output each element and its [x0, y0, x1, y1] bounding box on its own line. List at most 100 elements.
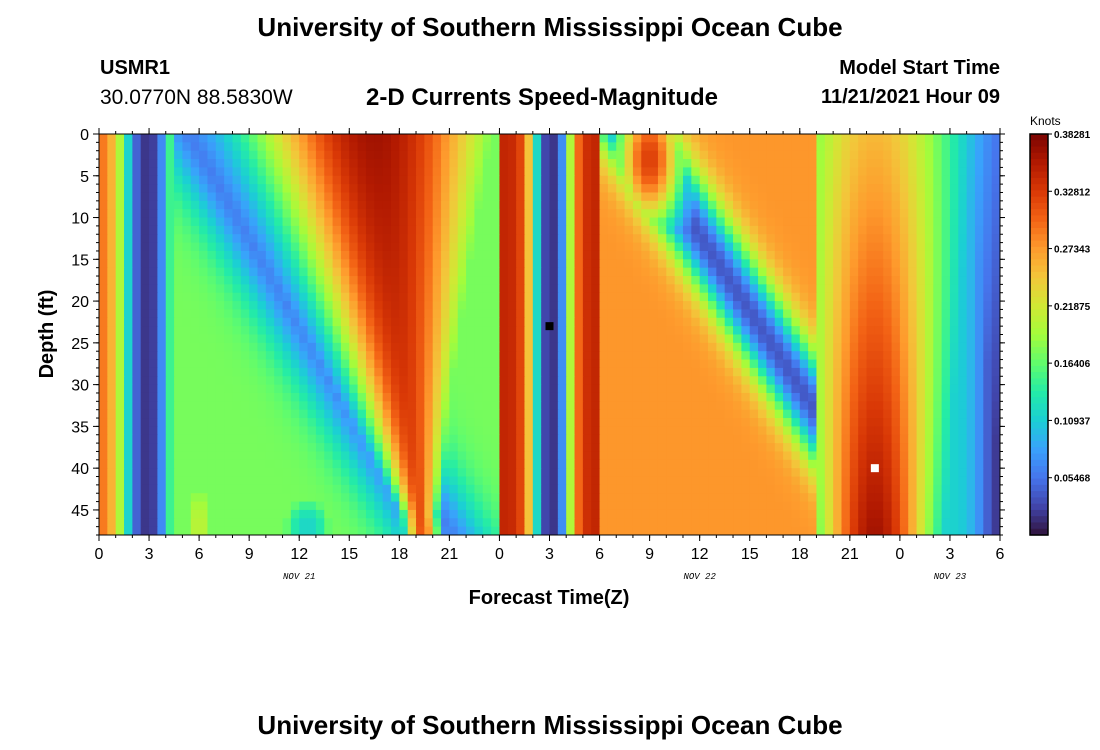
- heatmap-cell: [833, 301, 843, 311]
- heatmap-cell: [891, 509, 901, 519]
- heatmap-cell: [340, 334, 350, 344]
- heatmap-cell: [224, 326, 234, 336]
- heatmap-cell: [491, 476, 501, 486]
- heatmap-cell: [799, 342, 809, 352]
- heatmap-cell: [340, 434, 350, 444]
- heatmap-cell: [933, 292, 943, 302]
- heatmap-cell: [582, 409, 592, 419]
- heatmap-cell: [199, 175, 209, 185]
- heatmap-cell: [699, 317, 709, 327]
- heatmap-cell: [841, 142, 851, 152]
- heatmap-cell: [349, 334, 359, 344]
- heatmap-cell: [599, 443, 609, 453]
- heatmap-cell: [190, 192, 200, 202]
- heatmap-cell: [424, 175, 434, 185]
- heatmap-cell: [674, 200, 684, 210]
- heatmap-cell: [991, 493, 1000, 503]
- heatmap-cell: [941, 426, 951, 436]
- heatmap-cell: [274, 250, 284, 260]
- heatmap-cell: [124, 376, 133, 386]
- heatmap-cell: [491, 384, 501, 394]
- heatmap-cell: [416, 200, 425, 210]
- heatmap-cell: [624, 134, 634, 143]
- heatmap-cell: [916, 267, 926, 277]
- heatmap-cell: [632, 418, 642, 427]
- heatmap-cell: [933, 276, 943, 285]
- heatmap-cell: [240, 159, 250, 169]
- heatmap-cell: [641, 476, 651, 486]
- heatmap-cell: [708, 134, 717, 143]
- heatmap-cell: [783, 284, 793, 294]
- heatmap-cell: [566, 142, 576, 152]
- heatmap-cell: [257, 242, 267, 252]
- heatmap-cell: [841, 150, 851, 160]
- heatmap-cell: [958, 159, 968, 169]
- heatmap-cell: [733, 384, 742, 394]
- heatmap-cell: [733, 234, 742, 244]
- heatmap-cell: [983, 167, 993, 177]
- heatmap-cell: [833, 200, 843, 210]
- heatmap-cell: [941, 443, 951, 453]
- heatmap-cell: [466, 401, 476, 411]
- heatmap-cell: [124, 342, 133, 352]
- heatmap-cell: [307, 301, 317, 311]
- heatmap-cell: [708, 309, 717, 319]
- heatmap-cell: [532, 225, 542, 235]
- heatmap-cell: [549, 309, 559, 319]
- heatmap-cell: [874, 451, 884, 461]
- heatmap-cell: [257, 367, 267, 377]
- heatmap-cell: [365, 134, 375, 143]
- heatmap-cell: [866, 326, 876, 336]
- heatmap-cell: [249, 259, 259, 269]
- heatmap-cell: [199, 342, 209, 352]
- heatmap-cell: [858, 367, 868, 377]
- heatmap-cell: [958, 418, 968, 427]
- heatmap-cell: [699, 376, 709, 386]
- heatmap-cell: [724, 418, 734, 427]
- heatmap-cell: [833, 242, 843, 252]
- heatmap-cell: [132, 242, 142, 252]
- heatmap-cell: [349, 501, 359, 511]
- heatmap-cell: [232, 418, 242, 427]
- heatmap-cell: [933, 267, 943, 277]
- heatmap-cell: [282, 359, 292, 369]
- heatmap-cell: [215, 159, 225, 169]
- heatmap-cell: [416, 142, 425, 152]
- heatmap-cell: [174, 409, 184, 419]
- heatmap-cell: [432, 234, 442, 244]
- heatmap-cell: [215, 359, 225, 369]
- heatmap-cell: [207, 434, 217, 444]
- heatmap-cell: [340, 317, 350, 327]
- heatmap-cell: [466, 159, 476, 169]
- heatmap-cell: [390, 326, 400, 336]
- heatmap-cell: [799, 367, 809, 377]
- heatmap-cell: [632, 301, 642, 311]
- heatmap-cell: [124, 501, 133, 511]
- heatmap-cell: [174, 142, 184, 152]
- heatmap-cell: [157, 459, 167, 469]
- heatmap-cell: [641, 418, 651, 427]
- heatmap-cell: [549, 292, 559, 302]
- heatmap-cell: [516, 159, 526, 169]
- heatmap-cell: [332, 418, 342, 427]
- heatmap-cell: [491, 401, 501, 411]
- heatmap-cell: [632, 367, 642, 377]
- heatmap-cell: [441, 209, 450, 219]
- heatmap-cell: [532, 418, 542, 427]
- heatmap-cell: [482, 459, 492, 469]
- heatmap-cell: [966, 334, 976, 344]
- heatmap-cell: [240, 434, 250, 444]
- heatmap-cell: [165, 267, 175, 277]
- heatmap-cell: [474, 159, 484, 169]
- heatmap-cell: [899, 459, 909, 469]
- heatmap-cell: [549, 276, 559, 285]
- heatmap-cell: [991, 276, 1000, 285]
- heatmap-cell: [432, 217, 442, 227]
- heatmap-cell: [549, 259, 559, 269]
- heatmap-cell: [165, 284, 175, 294]
- heatmap-cell: [474, 459, 484, 469]
- heatmap-cell: [249, 484, 259, 494]
- heatmap-cell: [824, 175, 834, 185]
- heatmap-cell: [299, 234, 309, 244]
- heatmap-cell: [466, 317, 476, 327]
